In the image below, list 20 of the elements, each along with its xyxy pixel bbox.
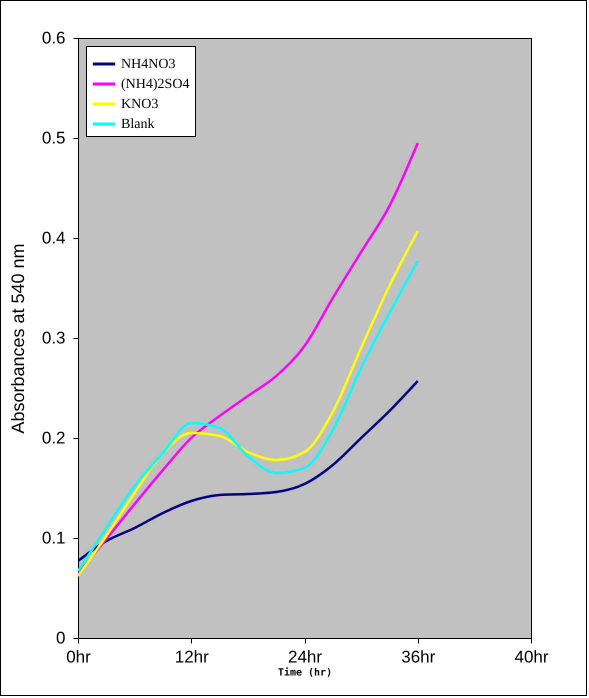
line-series bbox=[78, 142, 419, 576]
y-tick-label: 0 bbox=[56, 628, 66, 648]
legend-label: (NH4)2SO4 bbox=[121, 77, 190, 92]
y-tick-label: 0.2 bbox=[42, 428, 66, 448]
y-tick-label: 0.1 bbox=[42, 528, 66, 548]
line-series bbox=[78, 380, 419, 562]
y-tick-label: 0.3 bbox=[42, 328, 66, 348]
x-axis-title: Time (hr) bbox=[278, 666, 332, 678]
x-tick-label: 24hr bbox=[288, 648, 322, 666]
legend-label: Blank bbox=[121, 117, 154, 132]
x-tick-label: 36hr bbox=[401, 648, 436, 666]
x-tick-label: 0hr bbox=[66, 648, 92, 666]
legend-label: NH4NO3 bbox=[121, 57, 176, 72]
x-tick-label: 12hr bbox=[174, 648, 210, 666]
y-tick-label: 0.4 bbox=[42, 228, 66, 248]
y-tick-label: 0.5 bbox=[42, 128, 66, 148]
y-axis-title: Absorbances at 540 nm bbox=[8, 243, 28, 434]
legend-label: KNO3 bbox=[121, 97, 158, 112]
x-tick-label: 40hr bbox=[514, 648, 549, 666]
y-tick-label: 0.6 bbox=[42, 28, 66, 48]
